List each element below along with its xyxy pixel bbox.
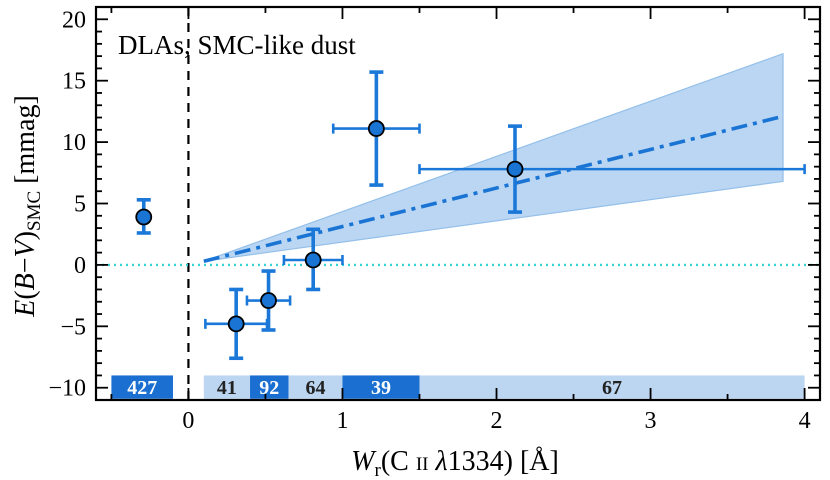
data-point-group — [331, 70, 421, 187]
y-tick-label: 5 — [74, 192, 86, 218]
plot-frame-layer: 0 1 2 3 4 −10 −5 0 5 10 15 20 — [48, 5, 822, 434]
data-point-marker — [260, 292, 277, 309]
data-point-marker — [506, 160, 524, 178]
data-point-group — [204, 287, 269, 361]
y-axis-title: E(B−V)SMC [mmag] — [10, 95, 45, 318]
fit-confidence-band — [203, 52, 784, 262]
y-tick-label: 20 — [62, 7, 86, 33]
x-tick-label: 3 — [645, 408, 657, 434]
reference-lines-layer — [96, 7, 820, 400]
data-points-layer — [135, 70, 806, 361]
bin-bar — [342, 375, 420, 399]
bin-bar — [250, 375, 289, 399]
y-tick-label: 0 — [74, 253, 86, 279]
bin-bar — [111, 375, 174, 399]
bin-count-label: 67 — [602, 377, 622, 399]
data-point-group — [135, 198, 153, 235]
data-point-group — [245, 269, 292, 332]
bin-bar — [419, 375, 805, 399]
bin-count-label: 39 — [371, 377, 391, 399]
data-point-marker — [227, 315, 245, 333]
y-tick-label: 10 — [62, 130, 86, 156]
data-point-group — [418, 124, 806, 214]
fit-confidence-band-layer — [203, 52, 784, 262]
annotation-text: DLAs, SMC-like dust — [118, 30, 356, 60]
x-tick-label: 2 — [491, 408, 503, 434]
x-tick-label: 0 — [182, 408, 194, 434]
fit-line-layer — [203, 114, 784, 263]
x-tick-label: 4 — [799, 408, 811, 434]
y-tick-label: 15 — [62, 69, 86, 95]
bin-count-label: 41 — [217, 377, 237, 399]
y-tick-label: −5 — [60, 314, 86, 340]
data-point-marker — [367, 120, 385, 137]
bin-count-label: 427 — [127, 377, 157, 399]
data-point-group — [282, 227, 344, 292]
data-point-marker — [304, 251, 322, 269]
y-tick-label: −10 — [48, 376, 86, 402]
x-tick-label: 1 — [336, 408, 348, 434]
bin-bar — [203, 375, 251, 399]
bin-count-label: 92 — [259, 377, 279, 399]
bin-count-label: 64 — [306, 377, 326, 399]
fit-line — [203, 114, 784, 263]
x-axis-title: Wr(C II λ1334) [Å] — [351, 446, 559, 480]
data-point-marker — [135, 208, 153, 226]
bin-count-bars-layer: 427 41 92 64 39 67 — [111, 375, 805, 399]
bin-bar — [288, 375, 343, 399]
